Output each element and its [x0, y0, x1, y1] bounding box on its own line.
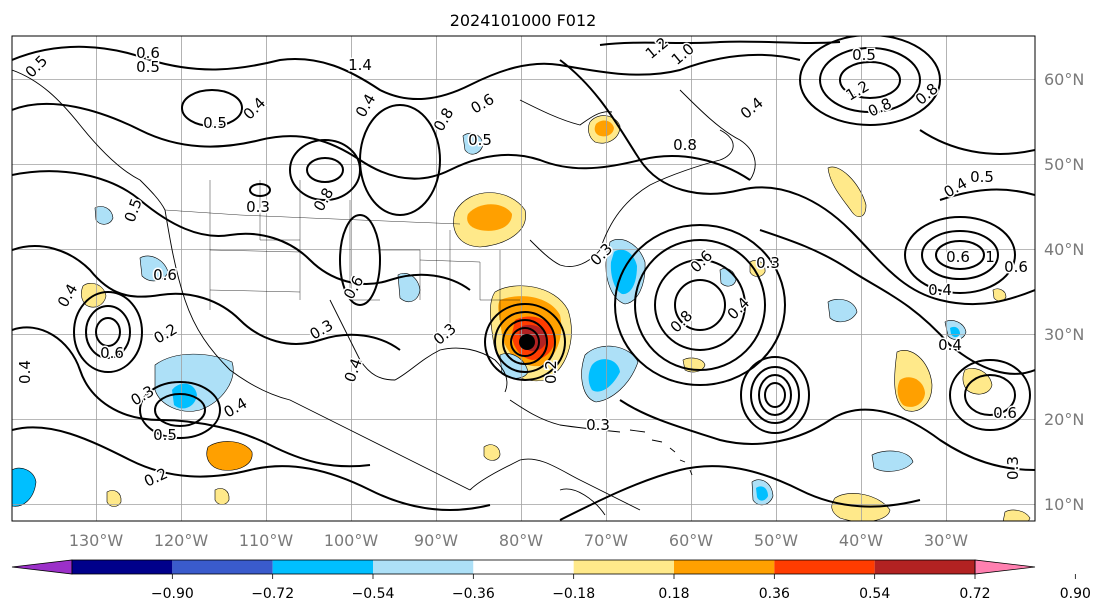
contour-value-label: 0.3: [586, 416, 610, 434]
lon-label: 80°W: [499, 531, 543, 550]
colorbar-segment: [874, 560, 975, 574]
lon-label: 100°W: [324, 531, 379, 550]
negative-anomaly-patch: [462, 133, 484, 155]
contour-value-label: 0.6: [946, 248, 970, 266]
positive-anomaly-patch: [206, 441, 253, 471]
contour-value-label: 0.5: [153, 426, 177, 444]
colorbar-segment: [674, 560, 775, 574]
positive-anomaly-patch: [214, 488, 230, 505]
contour-value-label: 0.5: [852, 46, 876, 64]
lat-label: 60°N: [1044, 70, 1084, 89]
lon-label: 50°W: [754, 531, 798, 550]
colorbar-extend-low: [11, 559, 73, 575]
positive-anomaly-patch: [831, 493, 891, 521]
positive-anomaly-patch: [467, 204, 512, 231]
colorbar-segment: [774, 560, 875, 574]
contour-value-label: 0.2: [542, 360, 560, 384]
contour-value-label: 0.3: [756, 254, 780, 272]
contour-value-label: 0.5: [970, 168, 994, 186]
colorbar-tick-label: 0.36: [759, 586, 790, 602]
negative-anomaly-patch: [139, 255, 169, 282]
colorbar-tick-label: 0.18: [658, 586, 689, 602]
graticule: [12, 36, 1035, 521]
positive-anomaly-patch: [749, 260, 766, 277]
negative-anomaly-patch: [827, 299, 858, 323]
lat-label: 50°N: [1044, 155, 1084, 174]
lon-label: 70°W: [584, 531, 628, 550]
colorbar-tick-label: −0.18: [552, 586, 595, 602]
contour-lines: [12, 36, 1035, 521]
negative-anomaly-patch: [172, 383, 197, 409]
lat-label: 30°N: [1044, 325, 1084, 344]
positive-anomaly-patch: [1002, 509, 1031, 521]
lon-label: 130°W: [69, 531, 124, 550]
colorbar-tick-label: 0.90: [1060, 586, 1091, 602]
contour-value-label: 0.4: [938, 336, 962, 354]
latitude-labels: 10°N 20°N 30°N 40°N 50°N 60°N: [1044, 70, 1084, 514]
contour-value-label: 0.5: [203, 114, 227, 132]
colorbar-tick-label: −0.72: [251, 586, 294, 602]
contour-value-label: 1: [985, 248, 995, 266]
colorbar-tick-label: −0.90: [151, 586, 194, 602]
colorbar-segment: [473, 560, 574, 574]
contour-value-label: 0.6: [100, 344, 124, 362]
contour-value-label: 0.3: [1004, 456, 1022, 480]
negative-anomaly-patch: [12, 467, 37, 507]
contour-value-label: 0.6: [153, 266, 177, 284]
cyclone-center-marker: [519, 334, 535, 350]
positive-anomaly-patch: [483, 444, 501, 461]
contour-value-label: 0.3: [246, 198, 270, 216]
contour-value-label: 1.4: [348, 56, 372, 74]
colorbar-extend-high: [974, 559, 1036, 575]
longitude-labels: 130°W 120°W 110°W 100°W 90°W 80°W 70°W 6…: [69, 531, 968, 550]
map-frame: [11, 35, 1036, 522]
colorbar-tick-label: −0.54: [352, 586, 395, 602]
contour-value-label: 0.6: [993, 404, 1017, 422]
contour-value-label: 0.6: [136, 44, 160, 62]
negative-anomaly-patch: [756, 486, 768, 501]
contour-value-label: 0.6: [1004, 258, 1028, 276]
map-panel: 0.5 0.60.5 1.41.21.00.40.50.60.80.40.5 0.80…: [11, 32, 1036, 522]
colorbar-segment: [272, 560, 373, 574]
colorbar-segment: [72, 560, 173, 574]
colorbar-tick-label: 0.72: [959, 586, 990, 602]
negative-anomaly-patch: [94, 206, 114, 225]
negative-anomaly-patch: [871, 450, 914, 472]
colorbar-tick-label: −0.36: [452, 586, 495, 602]
contour-value-label: 0.5: [468, 131, 492, 149]
colorbar: −0.90 −0.72 −0.54 −0.36 −0.18 0.18 0.36 0.54 0.7…: [11, 559, 1091, 602]
lat-label: 20°N: [1044, 410, 1084, 429]
colorbar-frame: [71, 559, 976, 575]
colorbar-segment: [573, 560, 674, 574]
positive-anomaly-patch: [594, 120, 614, 137]
lon-label: 60°W: [669, 531, 713, 550]
positive-anomaly-patch: [827, 166, 867, 218]
colorbar-tick-label: 0.54: [859, 586, 890, 602]
contour-value-label: 0.5: [136, 58, 160, 76]
lon-label: 110°W: [239, 531, 294, 550]
lat-label: 40°N: [1044, 240, 1084, 259]
shaded-anomaly-layer: [12, 115, 1031, 521]
colorbar-segment: [373, 560, 474, 574]
contour-value-label: 0.4: [928, 281, 952, 299]
coastlines: [12, 69, 756, 516]
negative-anomaly-patch: [588, 359, 620, 392]
lat-label: 10°N: [1044, 495, 1084, 514]
contour-value-label: 0.8: [673, 136, 697, 154]
map-title: 2024101000 F012: [450, 11, 597, 30]
positive-anomaly-patch: [992, 288, 1007, 302]
colorbar-segment: [172, 560, 273, 574]
positive-anomaly-patch: [897, 377, 925, 407]
lon-label: 40°W: [839, 531, 883, 550]
lon-label: 30°W: [924, 531, 968, 550]
lon-label: 90°W: [414, 531, 458, 550]
contour-value-label: 0.4: [16, 360, 34, 384]
lon-label: 120°W: [154, 531, 209, 550]
